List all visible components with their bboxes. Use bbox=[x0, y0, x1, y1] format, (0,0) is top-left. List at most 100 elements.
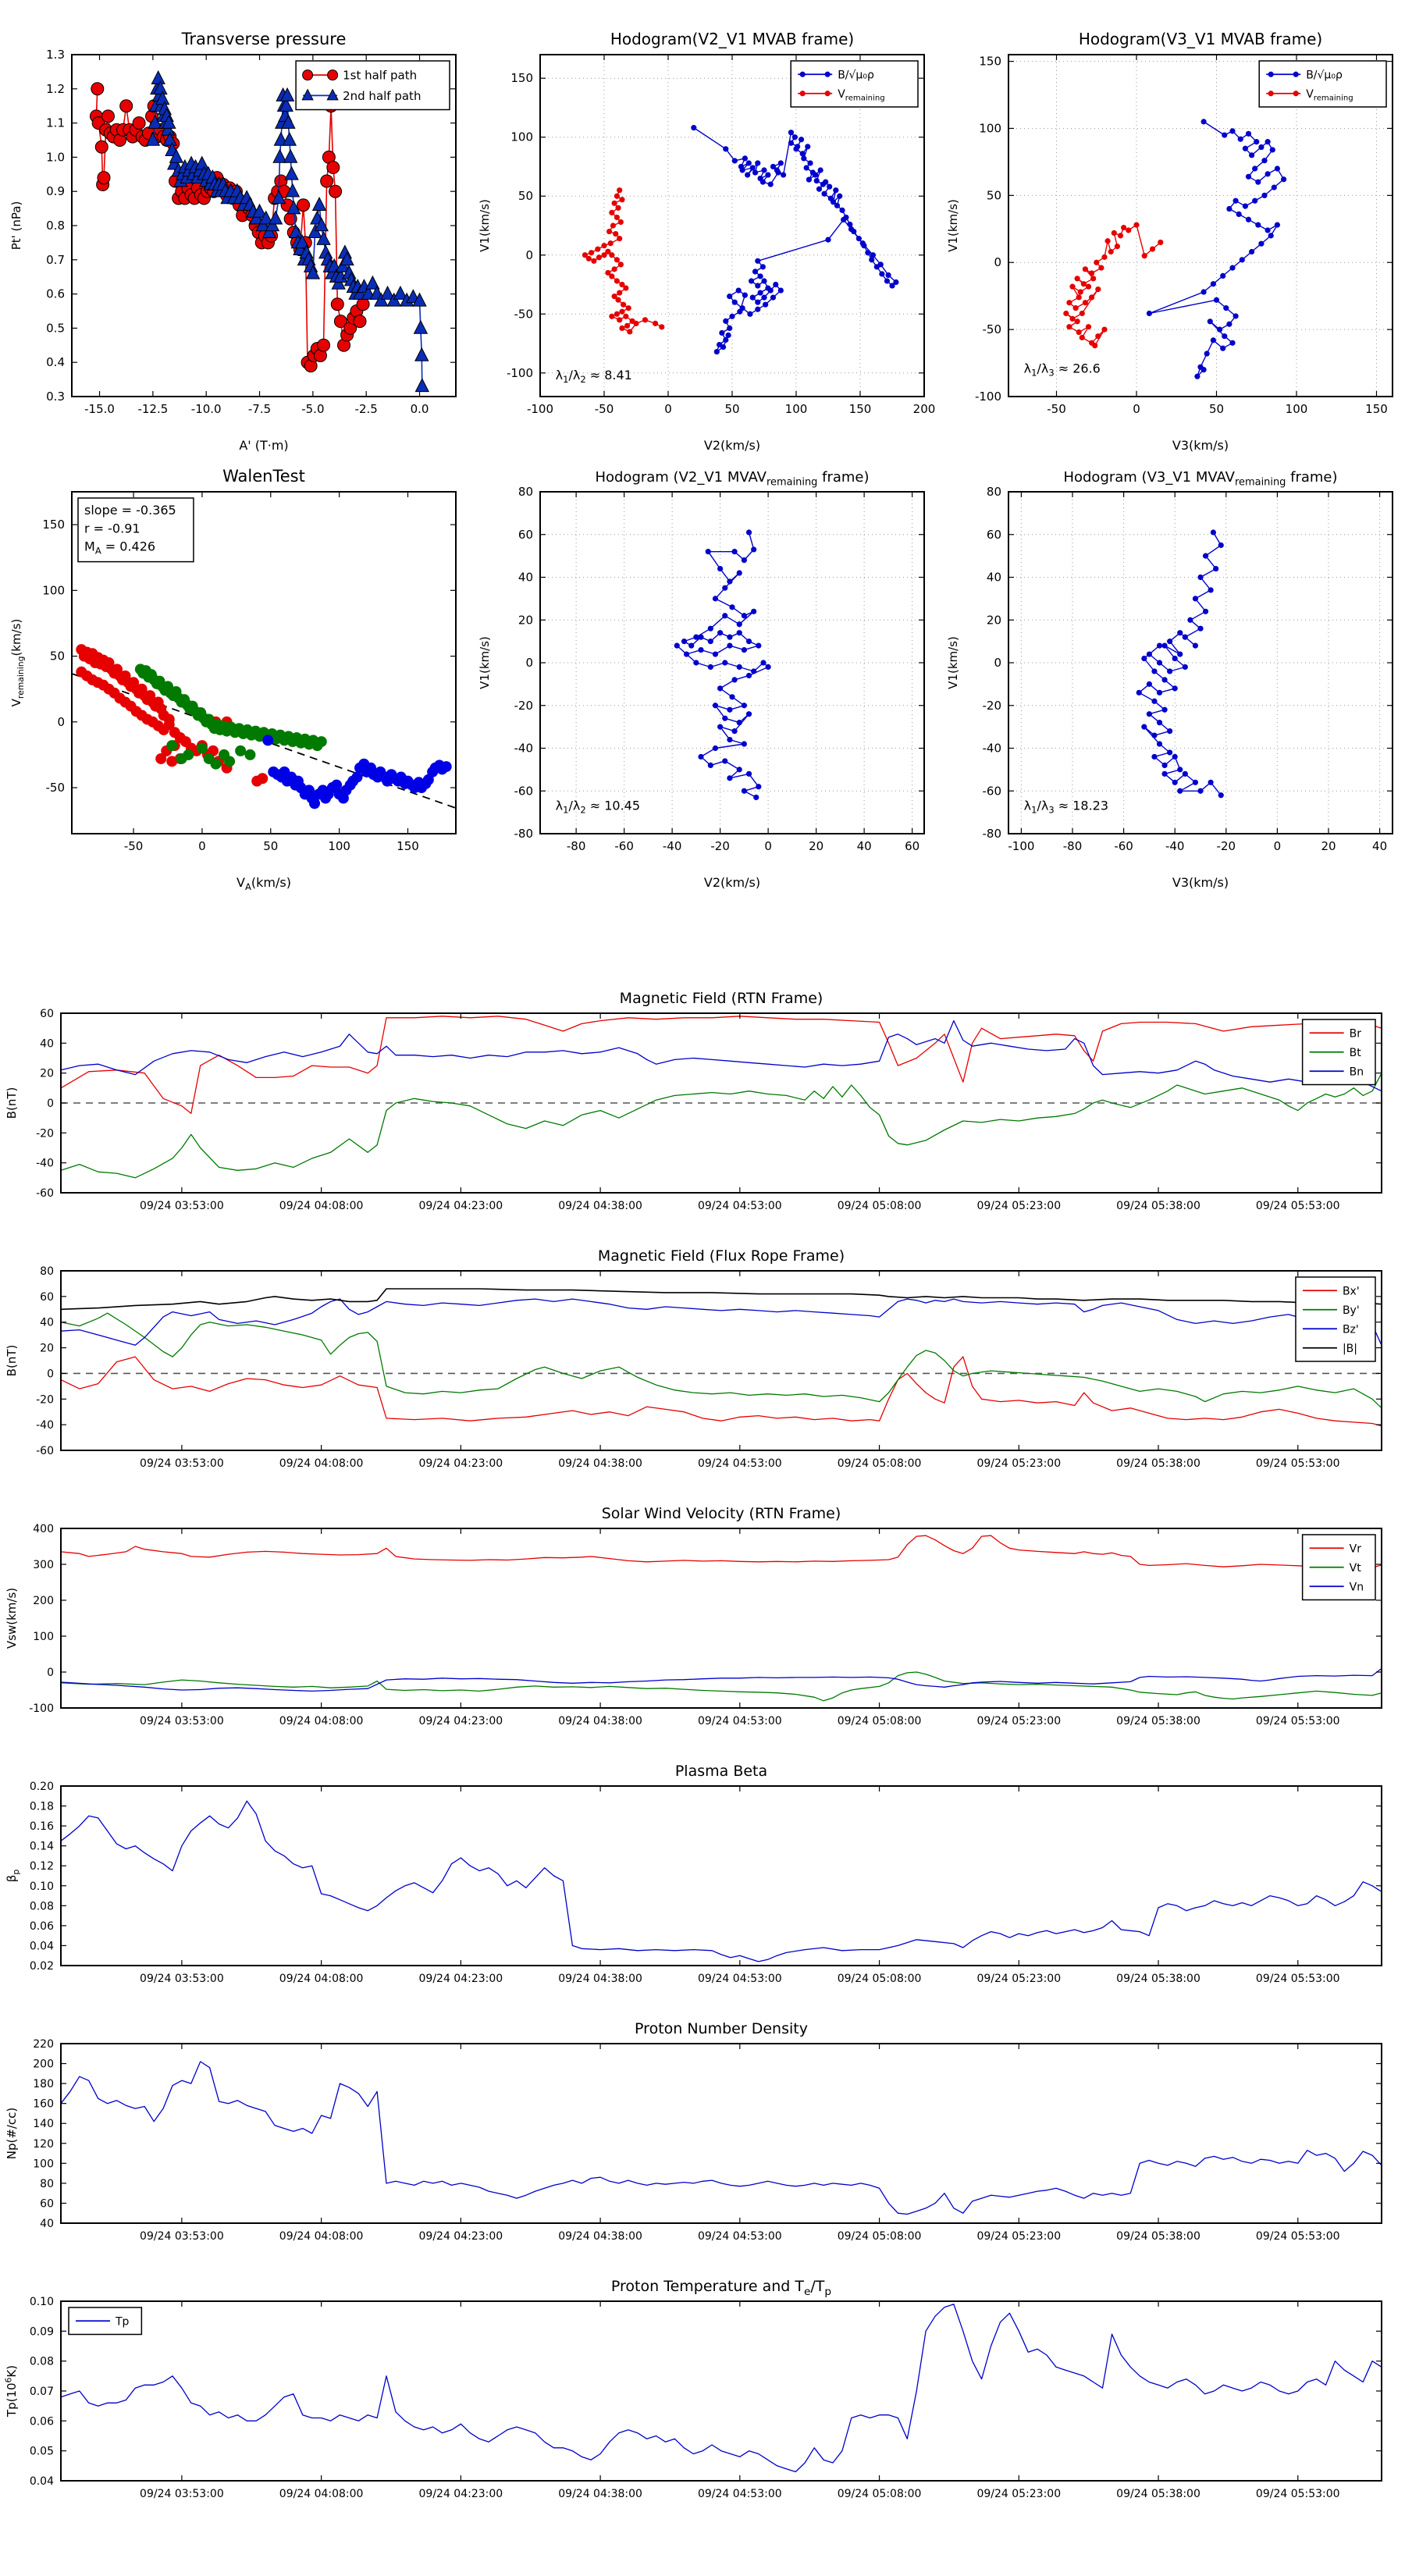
x-tick-label: -40 bbox=[663, 839, 682, 853]
legend-label: 2nd half path bbox=[343, 89, 421, 103]
y-tick-label: -60 bbox=[983, 784, 1002, 798]
transverse-pressure-series-2nd half path bbox=[145, 69, 430, 393]
y-tick-label: 0.14 bbox=[30, 1841, 54, 1853]
y-tick-label: 180 bbox=[33, 2078, 54, 2090]
hodogram-v3v1-mvab-series-B/√μ₀ρ bbox=[1146, 119, 1287, 379]
y-tick-label: 80 bbox=[518, 485, 533, 499]
x-tick-label: -50 bbox=[1047, 402, 1066, 416]
y-tick-label: -20 bbox=[36, 1393, 54, 1406]
x-tick-label: -100 bbox=[1008, 839, 1034, 853]
walen-test-xlabel: VA(km/s) bbox=[237, 875, 291, 892]
y-tick-label: 0 bbox=[994, 255, 1001, 269]
x-tick-label: 09/24 04:08:00 bbox=[279, 1200, 364, 1212]
x-tick-label: -7.5 bbox=[248, 402, 271, 416]
hodogram-v3v1-mvab-legend: B/√μ₀ρ Vremaining bbox=[1258, 60, 1387, 108]
velocity-rtn-canvas: 09/24 03:53:00 09/24 04:08:00 09/24 04:23:… bbox=[0, 1497, 1405, 1755]
y-tick-label: 0.6 bbox=[46, 287, 65, 301]
y-tick-label: 0.02 bbox=[30, 1960, 54, 1973]
x-tick-label: 09/24 05:38:00 bbox=[1116, 1457, 1200, 1470]
plasma-beta-title: Plasma Beta bbox=[675, 1763, 767, 1780]
legend-label: By' bbox=[1343, 1304, 1360, 1317]
x-tick-label: 09/24 03:53:00 bbox=[140, 2230, 224, 2243]
x-tick-label: 09/24 05:23:00 bbox=[976, 2488, 1061, 2500]
legend-label: 1st half path bbox=[343, 69, 417, 83]
y-tick-label: 80 bbox=[987, 485, 1001, 499]
x-tick-label: 09/24 05:38:00 bbox=[1116, 1973, 1200, 1985]
y-tick-label: 100 bbox=[42, 583, 65, 597]
x-tick-label: -10.0 bbox=[191, 402, 222, 416]
y-tick-label: -20 bbox=[514, 699, 534, 713]
legend-label: B/√μ₀ρ bbox=[1306, 69, 1343, 81]
mag-fluxrope-series-By' bbox=[60, 1312, 1382, 1409]
y-tick-label: 60 bbox=[987, 528, 1001, 542]
x-tick-label: 09/24 05:38:00 bbox=[1116, 2230, 1200, 2243]
x-tick-label: 09/24 05:08:00 bbox=[838, 1715, 922, 1727]
transverse-pressure-xlabel: A' (T·m) bbox=[239, 438, 288, 453]
hodogram-v2v1-mvav-annotation: λ1/λ2 ≈ 10.45 bbox=[556, 798, 640, 815]
velocity-rtn-series-Vt bbox=[60, 1671, 1382, 1702]
y-tick-label: -40 bbox=[983, 742, 1002, 756]
x-tick-label: 09/24 05:08:00 bbox=[838, 1973, 922, 1985]
y-tick-label: 80 bbox=[40, 2178, 54, 2190]
hodogram-v3v1-mvab-title: Hodogram(V3_V1 MVAB frame) bbox=[1079, 30, 1322, 48]
x-tick-label: 09/24 04:53:00 bbox=[698, 2488, 782, 2500]
x-tick-label: 150 bbox=[849, 402, 872, 416]
x-tick-label: -5.0 bbox=[301, 402, 324, 416]
x-tick-label: 09/24 04:23:00 bbox=[419, 2488, 503, 2500]
hodogram-v3v1-mvab-xlabel: V3(km/s) bbox=[1172, 438, 1229, 453]
legend-label: Vt bbox=[1350, 1562, 1362, 1574]
y-tick-label: -60 bbox=[36, 1187, 54, 1200]
y-tick-label: 80 bbox=[40, 1265, 54, 1278]
y-tick-label: 40 bbox=[40, 1317, 54, 1329]
x-tick-label: 09/24 03:53:00 bbox=[140, 2488, 224, 2500]
x-tick-label: 0 bbox=[1274, 839, 1282, 853]
x-tick-label: 09/24 04:23:00 bbox=[419, 1457, 503, 1470]
x-tick-label: -15.0 bbox=[84, 402, 115, 416]
y-tick-label: 0.16 bbox=[30, 1820, 54, 1833]
y-tick-label: 150 bbox=[979, 55, 1001, 69]
hodogram-v3v1-mvab-canvas: -50 0 50 100 150 -100 -50 0 50 100 150 Hodogram(V3_… bbox=[937, 22, 1405, 459]
row-gap bbox=[0, 896, 1405, 982]
hodogram-v2v1-mvab-series-Vremaining bbox=[582, 187, 665, 335]
x-tick-label: -50 bbox=[595, 402, 614, 416]
y-tick-label: 200 bbox=[33, 1595, 54, 1607]
x-tick-label: 09/24 04:08:00 bbox=[279, 2488, 364, 2500]
y-tick-label: 150 bbox=[42, 518, 65, 532]
x-tick-label: -40 bbox=[1165, 839, 1185, 853]
mag-rtn-legend: Br Bt Bn bbox=[1301, 1019, 1376, 1086]
y-tick-label: 0.9 bbox=[46, 184, 65, 198]
legend-label: Br bbox=[1350, 1027, 1362, 1040]
mag-rtn-ylabel: B(nT) bbox=[5, 1087, 19, 1119]
y-tick-label: 0 bbox=[994, 656, 1001, 670]
x-tick-label: 09/24 04:38:00 bbox=[558, 1973, 642, 1985]
chart-proton-temperature: 09/24 03:53:00 09/24 04:08:00 09/24 04:23:… bbox=[0, 2270, 1405, 2528]
y-tick-label: -20 bbox=[36, 1127, 54, 1140]
mag-fluxrope-series-Bz' bbox=[60, 1298, 1382, 1346]
velocity-rtn-legend: Vr Vt Vn bbox=[1301, 1534, 1376, 1601]
y-tick-label: 0.04 bbox=[30, 2475, 54, 2488]
y-tick-label: 0.18 bbox=[30, 1801, 54, 1813]
x-tick-label: 09/24 04:53:00 bbox=[698, 1457, 782, 1470]
infobox-line: r = -0.91 bbox=[84, 521, 140, 535]
y-tick-label: 150 bbox=[510, 71, 533, 85]
legend-label: Tp bbox=[115, 2315, 130, 2328]
y-tick-label: -60 bbox=[514, 784, 534, 798]
x-tick-label: 09/24 03:53:00 bbox=[140, 1457, 224, 1470]
x-tick-label: -60 bbox=[614, 839, 634, 853]
x-tick-label: 09/24 04:08:00 bbox=[279, 1457, 364, 1470]
x-tick-label: 09/24 04:53:00 bbox=[698, 1715, 782, 1727]
x-tick-label: 09/24 05:53:00 bbox=[1256, 1200, 1340, 1212]
x-tick-label: -100 bbox=[527, 402, 553, 416]
y-tick-label: -40 bbox=[514, 742, 534, 756]
y-tick-label: 20 bbox=[40, 1068, 54, 1080]
y-tick-label: 300 bbox=[33, 1559, 54, 1571]
x-tick-label: 09/24 05:23:00 bbox=[976, 1715, 1061, 1727]
mag-fluxrope-title: Magnetic Field (Flux Rope Frame) bbox=[598, 1247, 845, 1265]
hodogram-v2v1-mvav-title: Hodogram (V2_V1 MVAVremaining frame) bbox=[595, 469, 869, 489]
legend-label: Bn bbox=[1350, 1066, 1364, 1078]
hodogram-v2v1-mvav-canvas: -80 -60 -40 -20 0 20 40 60 -80 -60 -40 -20 0 20 40 60 80… bbox=[468, 459, 937, 896]
y-tick-label: 60 bbox=[40, 2197, 54, 2210]
hodogram-v3v1-mvab-series-Vremaining bbox=[1063, 222, 1164, 349]
infobox-line: MA = 0.426 bbox=[84, 539, 155, 557]
